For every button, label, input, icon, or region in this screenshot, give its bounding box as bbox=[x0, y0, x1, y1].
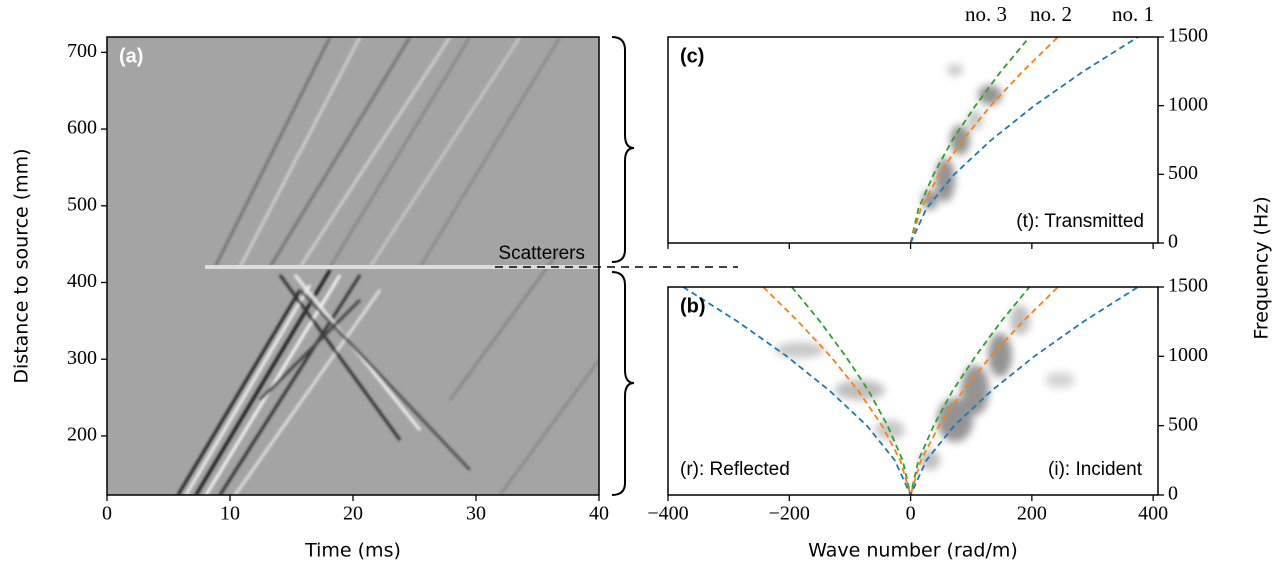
y-axis-label: Distance to source (mm) bbox=[11, 148, 33, 383]
y-tick-label: 500 bbox=[1168, 413, 1198, 435]
x-axis-label: Wave number (rad/m) bbox=[808, 540, 1018, 562]
y-tick-label: 300 bbox=[67, 347, 97, 369]
x-tick-label: 400 bbox=[1138, 503, 1168, 525]
y-tick-label: 400 bbox=[67, 270, 97, 292]
dispersion-curve bbox=[762, 286, 1059, 499]
x-tick-label: 10 bbox=[220, 503, 240, 525]
y-tick-label: 0 bbox=[1168, 483, 1178, 505]
annotation: Scatterers bbox=[498, 243, 585, 264]
brace bbox=[611, 36, 635, 263]
y-tick-label: 500 bbox=[1168, 162, 1198, 184]
x-tick-label: 0 bbox=[906, 503, 916, 525]
annotation: (t): Transmitted bbox=[1016, 211, 1144, 232]
panel-label: (a) bbox=[119, 45, 143, 67]
plot-frame bbox=[667, 36, 1159, 244]
legend-label: no. 1 bbox=[1112, 2, 1154, 26]
x-tick-label: −200 bbox=[769, 503, 810, 525]
y-tick-label: 1500 bbox=[1168, 25, 1208, 47]
annotation: (i): Incident bbox=[1048, 459, 1143, 480]
x-tick-label: 0 bbox=[102, 503, 112, 525]
annotation: (r): Reflected bbox=[680, 459, 790, 480]
legend-label: no. 3 bbox=[965, 2, 1007, 26]
plot-frame bbox=[106, 36, 600, 496]
x-tick-label: 200 bbox=[1017, 503, 1047, 525]
plot-frame bbox=[667, 286, 1159, 496]
x-tick-label: 20 bbox=[343, 503, 363, 525]
panel-label: (b) bbox=[680, 295, 706, 317]
y-tick-label: 1000 bbox=[1168, 344, 1208, 366]
y-axis-label: Frequency (Hz) bbox=[1251, 196, 1273, 339]
y-tick-label: 500 bbox=[67, 193, 97, 215]
dispersion-curve bbox=[909, 36, 1031, 244]
dispersion-curve bbox=[909, 36, 1139, 244]
x-tick-label: 40 bbox=[589, 503, 609, 525]
y-tick-label: 1000 bbox=[1168, 93, 1208, 115]
spectrum-blobs bbox=[775, 64, 1075, 470]
dispersion-curve bbox=[909, 36, 1059, 244]
legend-label: no. 2 bbox=[1030, 2, 1072, 26]
y-tick-label: 200 bbox=[67, 424, 97, 446]
y-tick-label: 0 bbox=[1168, 231, 1178, 253]
x-axis-label: Time (ms) bbox=[304, 540, 401, 562]
x-tick-label: 30 bbox=[466, 503, 486, 525]
panel-label: (c) bbox=[680, 45, 704, 67]
brace bbox=[611, 271, 635, 496]
y-tick-label: 700 bbox=[67, 40, 97, 62]
seismogram-image bbox=[107, 37, 599, 495]
y-tick-label: 1500 bbox=[1168, 275, 1208, 297]
x-tick-label: −400 bbox=[647, 503, 688, 525]
dispersion-curve bbox=[791, 286, 1031, 496]
y-tick-label: 600 bbox=[67, 117, 97, 139]
